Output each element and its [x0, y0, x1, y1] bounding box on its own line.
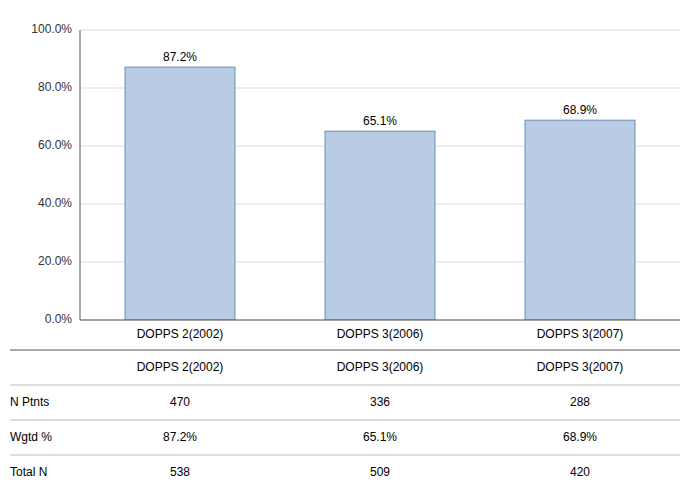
table-header: DOPPS 3(2007) [537, 360, 624, 374]
bar [125, 67, 235, 320]
y-tick-label: 60.0% [38, 138, 72, 152]
table-row-label: Total N [10, 465, 47, 479]
table-separator [10, 385, 680, 386]
table-cell: 470 [170, 395, 190, 409]
grid-line [80, 30, 680, 31]
table-border [10, 350, 680, 351]
grid [80, 30, 680, 320]
bar [325, 131, 435, 320]
grid-line [80, 320, 680, 321]
data-label: 87.2% [163, 50, 197, 64]
table-cell: 538 [170, 465, 190, 479]
table-cell: 68.9% [563, 430, 597, 444]
table-header: DOPPS 2(2002) [137, 360, 224, 374]
table-row-label: Wgtd % [10, 430, 52, 444]
bar [525, 120, 635, 320]
table: DOPPS 2(2002) DOPPS 3(2006) DOPPS 3(2007) N… [10, 350, 680, 479]
y-axis [80, 30, 81, 320]
y-tick-label: 100.0% [31, 22, 72, 36]
data-label: 68.9% [563, 103, 597, 117]
y-tick-label: 80.0% [38, 80, 72, 94]
data-label: 65.1% [363, 114, 397, 128]
y-tick-label: 20.0% [38, 254, 72, 268]
y-tick-label: 40.0% [38, 196, 72, 210]
table-cell: 420 [570, 465, 590, 479]
x-tick-label: DOPPS 2(2002) [137, 327, 224, 341]
table-cell: 288 [570, 395, 590, 409]
table-separator [10, 420, 680, 421]
table-cell: 65.1% [363, 430, 397, 444]
table-cell: 336 [370, 395, 390, 409]
table-header: DOPPS 3(2006) [337, 360, 424, 374]
x-tick-label: DOPPS 3(2006) [337, 327, 424, 341]
table-separator [10, 455, 680, 456]
x-axis [80, 320, 680, 321]
x-tick-label: DOPPS 3(2007) [537, 327, 624, 341]
bars [125, 67, 635, 320]
table-cell: 509 [370, 465, 390, 479]
y-tick-label: 0.0% [45, 312, 73, 326]
table-cell: 87.2% [163, 430, 197, 444]
chart: 0.0% 20.0% 40.0% 60.0% 80.0% 100.0% 87.2% 65.1%… [0, 0, 700, 500]
table-row-label: N Ptnts [10, 395, 49, 409]
